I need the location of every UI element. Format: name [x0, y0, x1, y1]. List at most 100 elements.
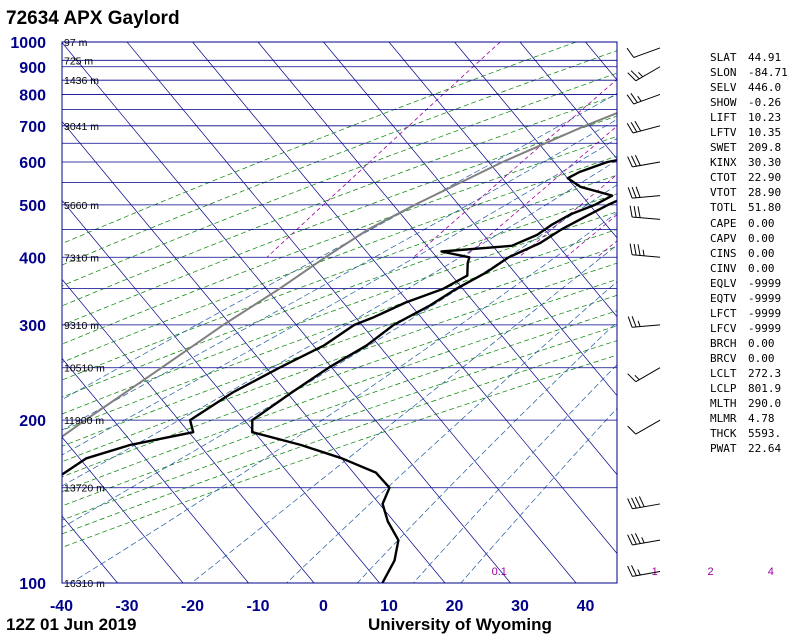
plot-frame [61, 41, 618, 584]
wind-barb-flag [631, 186, 637, 198]
temperature-point [388, 486, 391, 489]
temperature-point [251, 431, 253, 434]
stat-row: VTOT 28.90 [710, 185, 796, 200]
isotherm-line [62, 278, 315, 583]
moist-adiabat-line [70, 212, 617, 583]
x-tick-label: -30 [115, 598, 138, 615]
isotherm-line [388, 42, 617, 318]
wind-barb-flag [627, 187, 633, 199]
mixing-ratio-line [413, 78, 617, 258]
stat-label: CTOT [710, 171, 737, 185]
dewpoint-point [468, 256, 471, 259]
height-label: 3041 m [64, 121, 99, 133]
height-label: 10510 m [64, 363, 105, 375]
wind-barb-flag [637, 206, 641, 218]
wind-barb-flag [627, 534, 633, 546]
height-label: 16310 m [64, 578, 105, 590]
stat-row: CTOT 22.90 [710, 170, 796, 185]
temperature-point [690, 152, 692, 154]
moist-adiabat-line [191, 244, 617, 583]
dewpoint-point [594, 204, 596, 206]
stat-value: -9999 [748, 321, 782, 335]
temperature-point [679, 161, 681, 163]
wind-barb-flag [633, 206, 637, 218]
stat-label: MLTH [710, 397, 737, 411]
stat-value: -9999 [748, 276, 782, 290]
x-tick-label: 10 [380, 598, 398, 615]
wind-barb-flag [630, 70, 640, 80]
stat-label: SLON [710, 66, 737, 80]
stat-value: 209.8 [748, 141, 782, 155]
stat-value: 4.78 [748, 412, 775, 426]
dewpoint-point [707, 142, 709, 144]
stat-row: SLAT 44.91 [710, 50, 796, 65]
dewpoint-point [192, 431, 194, 434]
parcel-point [707, 79, 709, 81]
dry-adiabat-line [62, 325, 617, 521]
dewpoint-point [440, 250, 443, 253]
x-tick-label: -40 [50, 598, 73, 615]
stat-label: THCK [710, 427, 737, 441]
dewpoint-point [85, 457, 88, 460]
dry-adiabat-line [62, 340, 617, 535]
x-tick-label: 0 [319, 598, 328, 615]
y-tick-label: 200 [19, 413, 46, 430]
stat-row: SHOW -0.26 [710, 95, 796, 110]
dewpoint-point [578, 171, 581, 173]
stat-value: -0.26 [748, 96, 782, 110]
wind-barb [627, 316, 661, 328]
wind-barb-staff [633, 93, 661, 105]
dry-adiabat-line [62, 246, 617, 447]
stat-row: LIFT 10.23 [710, 110, 796, 125]
y-tick-label: 900 [19, 60, 46, 77]
stat-value: 22.90 [748, 171, 782, 185]
stat-value: 801.9 [748, 382, 782, 396]
dry-adiabat-line [62, 211, 617, 415]
parcel-point [663, 94, 665, 96]
dewpoint-point [31, 539, 33, 541]
stat-value: 0.00 [748, 351, 775, 365]
dewpoint-point [42, 487, 44, 489]
wind-barb [627, 154, 661, 168]
wind-barb-flag [635, 186, 641, 198]
wind-barb-half-flag [634, 374, 640, 381]
wind-barb [627, 496, 661, 510]
wind-barb-staff [632, 571, 661, 577]
isotherm-line [62, 120, 446, 583]
stat-value: -84.71 [748, 66, 788, 80]
wind-barb-flag [634, 533, 641, 544]
wind-barb-flag [629, 243, 633, 255]
stat-row: TOTL 51.80 [710, 200, 796, 215]
dry-adiabat-line [62, 72, 617, 287]
stat-value: 5593. [748, 427, 782, 441]
dewpoint-point [579, 186, 582, 188]
temperature-point [652, 182, 654, 184]
mixing-ratio-line [266, 42, 501, 258]
stat-row: LFTV 10.35 [710, 125, 796, 140]
stat-value: 10.35 [748, 126, 782, 140]
height-label: 13720 m [64, 483, 105, 495]
x-tick-label: -20 [181, 598, 204, 615]
dry-adiabat-line [62, 229, 617, 431]
wind-barb [626, 120, 661, 134]
stat-label: CINV [710, 261, 737, 275]
stat-value: 30.30 [748, 156, 782, 170]
y-tick-label: 600 [19, 155, 46, 172]
wind-barb [629, 205, 661, 220]
wind-barb-flag [631, 316, 637, 328]
wind-barb-half-flag [637, 569, 641, 576]
dewpoint-point [353, 324, 356, 326]
temperature-point [290, 391, 293, 394]
y-tick-label: 500 [19, 198, 46, 215]
wind-barb-staff [632, 324, 661, 328]
wind-barb-half-flag [642, 249, 645, 256]
dry-adiabat-line [62, 310, 617, 507]
temperature-point [299, 444, 302, 446]
stat-row: CAPV 0.00 [710, 231, 796, 246]
stat-value: 22.64 [748, 442, 782, 456]
y-tick-label: 100 [19, 576, 46, 593]
stat-row: MLMR 4.78 [710, 411, 796, 426]
dry-adiabat-line [62, 115, 617, 326]
parcel-point [222, 324, 225, 326]
wind-barb-flag [627, 156, 633, 168]
